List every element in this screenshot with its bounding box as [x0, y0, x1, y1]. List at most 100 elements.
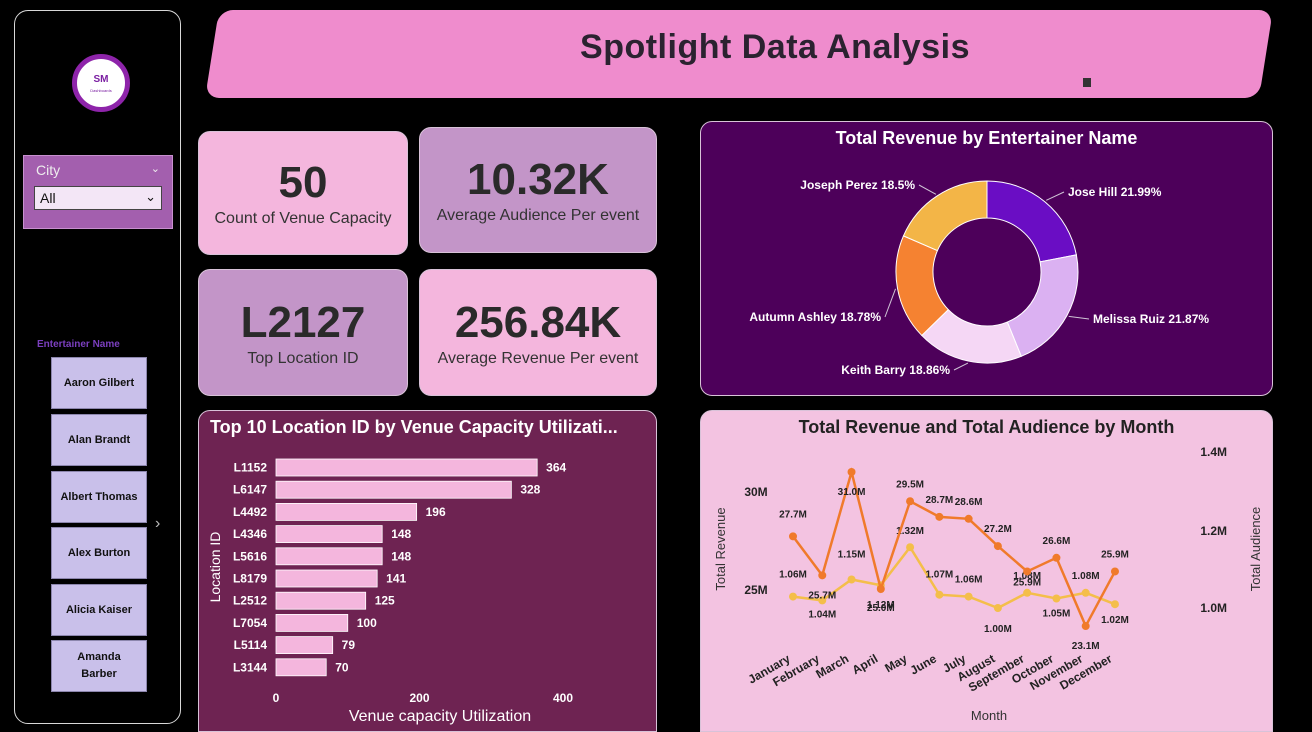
- logo: SM Dashboards: [72, 54, 130, 112]
- y2-tick-label: 1.0M: [1200, 601, 1227, 615]
- bar: [275, 658, 327, 677]
- city-dropdown-value: All: [40, 190, 56, 206]
- tick-label: 400: [553, 691, 573, 705]
- entertainer-button[interactable]: Alex Burton: [51, 527, 147, 579]
- audience-point: [847, 575, 856, 584]
- x-tick-label: June: [908, 651, 940, 677]
- bar: [275, 458, 538, 477]
- y2-tick-label: 1.2M: [1200, 524, 1227, 538]
- revenue-point: [876, 585, 885, 593]
- audience-point: [993, 604, 1002, 612]
- bar: [275, 569, 378, 588]
- chevron-down-icon: ⌄: [145, 189, 156, 204]
- tick-label: L5114: [234, 638, 268, 652]
- entertainer-button[interactable]: Aaron Gilbert: [51, 357, 147, 409]
- chart-title: Top 10 Location ID by Venue Capacity Uti…: [210, 417, 618, 437]
- leader-line: [1046, 191, 1065, 201]
- chevron-right-icon[interactable]: ›: [155, 515, 161, 532]
- line-chart: 30M 25M 1.4M 1.2M 1.0M Total Revenue Total Aud…: [713, 445, 1263, 723]
- revenue-point: [818, 571, 827, 580]
- data-label: 1.04M: [808, 609, 836, 620]
- kpi-label: Average Revenue Per event: [437, 349, 639, 367]
- entertainer-button[interactable]: Alicia Kaiser: [51, 584, 147, 636]
- donut-chart: Jose Hill 21.99% Melissa Ruiz 21.87% Keith…: [749, 178, 1209, 377]
- data-label: 25.9M: [1013, 577, 1041, 588]
- city-slicer-label: City: [36, 162, 61, 178]
- data-label: Keith Barry 18.86%: [841, 363, 950, 377]
- data-label: 1.00M: [984, 624, 1012, 635]
- data-label: 1.15M: [838, 550, 866, 561]
- bar: [275, 480, 512, 499]
- revenue-line: [792, 467, 1117, 629]
- page-title: Spotlight Data Analysis: [580, 28, 970, 66]
- x-tick-label: April: [850, 651, 881, 677]
- revenue-point: [789, 532, 797, 541]
- data-label: 1.06M: [779, 570, 807, 581]
- kpi-value: L2127: [240, 297, 366, 347]
- revenue-point: [964, 514, 973, 523]
- audience-point: [1110, 600, 1119, 609]
- audience-point: [789, 592, 797, 601]
- kpi-label: Top Location ID: [247, 349, 359, 367]
- data-label: 100: [357, 616, 377, 630]
- tick-label: L4346: [233, 527, 267, 541]
- entertainer-button[interactable]: Albert Thomas: [51, 471, 147, 523]
- kpi-card: 256.84K Average Revenue Per event: [419, 269, 657, 396]
- y-axis-label: Location ID: [207, 532, 223, 603]
- data-label: 79: [342, 638, 356, 652]
- data-label: 25.7M: [808, 590, 836, 601]
- data-label: 148: [391, 549, 411, 563]
- y2-axis-label: Total Audience: [1248, 507, 1263, 592]
- data-label: 364: [546, 461, 566, 475]
- data-label: 70: [335, 660, 349, 674]
- kpi-card: 50 Count of Venue Capacity: [198, 131, 408, 255]
- revenue-point: [1081, 622, 1090, 631]
- audience-point: [1081, 588, 1090, 597]
- tick-label: L8179: [233, 572, 267, 586]
- logo-initials: SM: [93, 73, 109, 85]
- tick-label: 200: [409, 691, 429, 705]
- chevron-down-icon[interactable]: ⌄: [150, 163, 160, 175]
- audience-point: [1052, 594, 1061, 603]
- chart-title: Total Revenue by Entertainer Name: [835, 128, 1138, 148]
- revenue-point: [1110, 567, 1119, 576]
- data-label: 196: [426, 505, 446, 519]
- audience-point: [1023, 588, 1032, 597]
- tick-label: L3144: [233, 660, 267, 674]
- leader-line: [1068, 315, 1090, 320]
- bar: [275, 636, 334, 655]
- data-label: Joseph Perez 18.5%: [800, 178, 915, 192]
- bar: [275, 613, 349, 632]
- revenue-point: [847, 468, 856, 476]
- revenue-point: [906, 497, 915, 506]
- data-label: 125: [375, 594, 395, 608]
- entertainer-button[interactable]: Amanda Barber: [51, 640, 147, 692]
- tick-label: L1152: [234, 461, 268, 475]
- tick-label: L4492: [233, 505, 267, 519]
- entertainer-button[interactable]: Alan Brandt: [51, 414, 147, 466]
- data-label: Jose Hill 21.99%: [1068, 185, 1162, 199]
- data-label: 1.07M: [925, 570, 953, 581]
- data-label: 1.06M: [955, 575, 983, 586]
- city-dropdown[interactable]: All ⌄: [34, 186, 162, 210]
- donut-slice: [986, 180, 1077, 263]
- bar: [275, 547, 383, 566]
- data-label: 1.12M: [867, 600, 895, 611]
- donut-slice: [902, 180, 988, 252]
- kpi-value: 50: [278, 158, 328, 207]
- data-label: 1.32M: [896, 526, 924, 537]
- audience-point: [964, 592, 973, 601]
- data-label: 141: [386, 572, 406, 586]
- tick-label: 0: [273, 691, 280, 705]
- data-label: 25.0M: [867, 603, 895, 614]
- kpi-value: 10.32K: [467, 155, 609, 204]
- data-label: 25.9M: [1101, 549, 1129, 560]
- entertainer-slicer-title: Entertainer Name: [37, 339, 120, 350]
- data-label: 328: [520, 483, 540, 497]
- leader-line: [918, 184, 937, 195]
- kpi-label: Average Audience Per event: [436, 207, 640, 224]
- line-chart-panel: Total Revenue and Total Audience by Mont…: [700, 410, 1273, 732]
- data-label: 1.05M: [1043, 609, 1071, 620]
- data-label: 1.08M: [1072, 571, 1100, 582]
- revenue-point: [1023, 567, 1032, 576]
